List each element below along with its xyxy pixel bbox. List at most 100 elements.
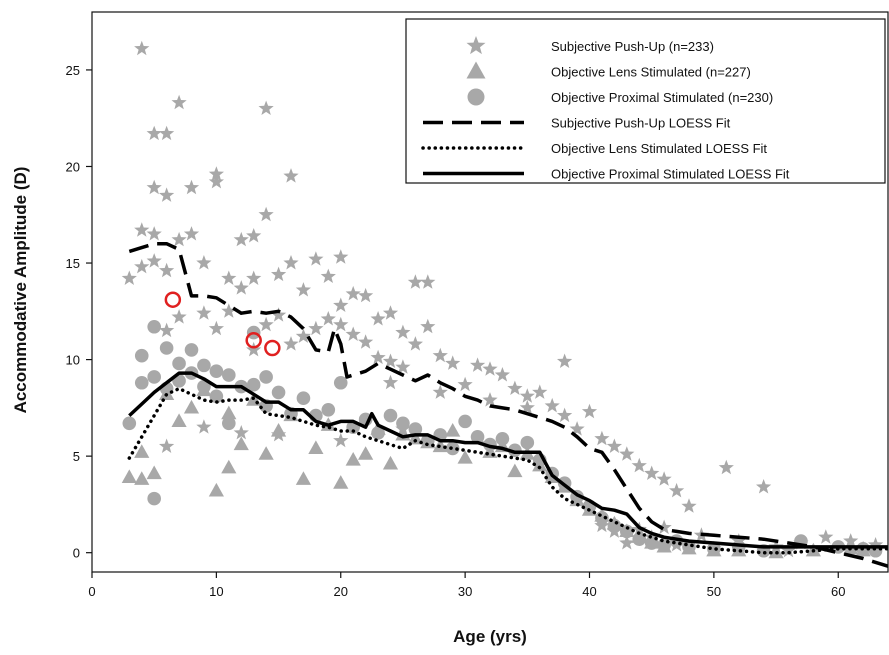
star-point — [619, 535, 635, 550]
star-point — [221, 270, 237, 285]
triangle-point — [345, 452, 361, 466]
circle-point — [172, 356, 186, 371]
star-point — [196, 255, 212, 270]
star-point — [345, 326, 361, 341]
circle-point — [333, 375, 348, 390]
star-point — [370, 349, 386, 365]
star-point — [656, 471, 672, 486]
triangle-point — [445, 423, 461, 437]
loess-line-dotted — [127, 386, 889, 555]
legend-label: Objective Proximal Stimulated (n=230) — [551, 90, 773, 105]
star-point — [171, 94, 187, 110]
star-point — [159, 322, 175, 338]
star-point — [407, 336, 423, 351]
star-point — [233, 425, 249, 440]
legend-label: Subjective Push-Up LOESS Fit — [551, 116, 731, 131]
star-point — [159, 125, 175, 141]
star-point — [432, 347, 448, 363]
star-point — [494, 367, 510, 382]
star-point — [482, 392, 498, 407]
star-point — [308, 251, 324, 266]
legend-label: Objective Lens Stimulated (n=227) — [551, 65, 751, 80]
circle-point — [134, 348, 149, 363]
circle-point — [147, 370, 161, 384]
star-point — [258, 100, 274, 115]
star-point — [594, 517, 610, 533]
star-point — [295, 328, 311, 343]
star-point — [420, 318, 436, 334]
circle-point — [657, 538, 671, 552]
y-tick-label: 20 — [66, 159, 80, 174]
star-point — [333, 249, 349, 264]
loess-line-long-dash — [128, 241, 889, 568]
star-point — [656, 519, 672, 535]
star-point — [196, 419, 212, 434]
star-point — [482, 361, 498, 376]
star-point — [146, 125, 162, 141]
circle-point — [620, 524, 634, 539]
star-point — [246, 228, 262, 243]
star-point — [631, 457, 647, 473]
star-point — [208, 320, 224, 336]
plot-points — [121, 40, 884, 559]
star-point — [146, 253, 162, 268]
star-point — [183, 179, 200, 195]
y-tick-label: 25 — [66, 63, 80, 78]
star-point — [271, 307, 287, 322]
star-point — [507, 380, 523, 395]
legend-box — [405, 18, 886, 184]
circle-point — [632, 532, 647, 546]
triangle-point — [208, 482, 224, 497]
star-point — [718, 459, 734, 475]
circle-point — [184, 343, 199, 357]
circle-point — [520, 435, 535, 450]
triangle-point — [221, 459, 237, 474]
legend-triangle-marker — [466, 61, 486, 79]
legend-circle-marker — [467, 88, 485, 106]
highlight-circle — [245, 332, 262, 349]
axes: 0 10 20 30 40 50 60 0 5 10 15 20 25 — [66, 11, 889, 599]
x-tick-label: 20 — [334, 584, 348, 599]
circle-point — [296, 391, 311, 406]
circle-point — [396, 416, 410, 431]
star-point — [569, 421, 585, 436]
x-tick-label: 60 — [831, 584, 845, 599]
star-point — [159, 438, 175, 453]
circle-point — [159, 341, 174, 355]
x-tick-label: 30 — [458, 584, 472, 599]
star-point — [432, 384, 448, 399]
triangle-point — [134, 471, 150, 485]
circle-point — [197, 379, 211, 394]
star-point — [407, 274, 423, 289]
star-point — [382, 305, 399, 320]
star-point — [370, 311, 386, 326]
y-tick-label: 0 — [73, 546, 80, 561]
star-point — [594, 430, 610, 446]
star-point — [233, 231, 249, 247]
triangle-point — [407, 430, 423, 445]
star-point — [333, 297, 349, 312]
plot-frame — [91, 11, 889, 573]
x-tick-label: 50 — [707, 584, 721, 599]
triangle-point — [507, 463, 523, 478]
star-point — [221, 303, 237, 318]
circle-point — [271, 385, 286, 400]
star-point — [382, 374, 399, 390]
triangle-point — [221, 405, 237, 420]
triangle-point — [258, 446, 274, 460]
circle-point — [259, 370, 273, 384]
legend-label: Subjective Push-Up (n=233) — [551, 39, 714, 54]
circle-point — [495, 431, 510, 446]
triangle-point — [295, 471, 312, 485]
star-point — [519, 399, 535, 415]
star-point — [258, 316, 274, 332]
star-point — [146, 226, 162, 241]
star-point — [669, 482, 685, 498]
star-point — [333, 432, 349, 448]
star-point — [470, 357, 486, 372]
y-tick-label: 5 — [73, 449, 80, 464]
circle-point — [707, 542, 721, 556]
y-axis-title: Accommodative Amplitude (D) — [11, 167, 30, 414]
x-tick-label: 10 — [209, 584, 223, 599]
